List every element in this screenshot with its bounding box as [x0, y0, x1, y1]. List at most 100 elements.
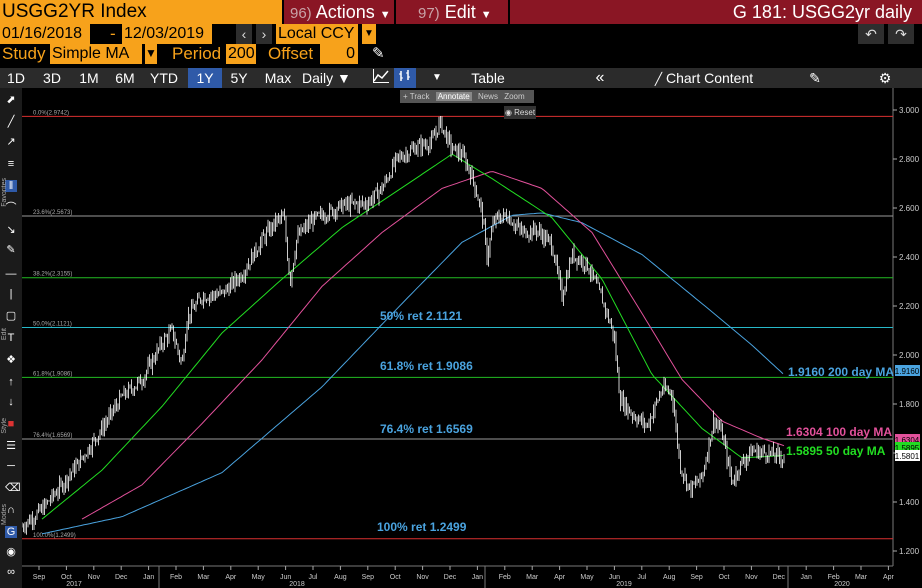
end-date-field[interactable]: 12/03/2019 — [122, 24, 212, 44]
color-swatch-icon[interactable]: ■ — [7, 418, 15, 430]
x-tick-label: Dec — [115, 574, 128, 581]
chart-type-dropdown-icon[interactable]: ▼ — [432, 72, 442, 83]
trend-tool-icon[interactable]: ↗ — [6, 136, 16, 148]
collapse-double-chevron-icon[interactable]: « — [595, 69, 605, 86]
period-3d[interactable]: 3D — [43, 70, 61, 86]
y-tick-label: 1.800 — [899, 400, 920, 409]
y-tick-label: 1.200 — [899, 547, 920, 556]
pen-tool-icon[interactable]: ✎ — [6, 244, 16, 256]
reset-button[interactable]: ◉ Reset — [504, 106, 536, 119]
settings-gear-icon[interactable]: ⚙ — [878, 70, 892, 86]
period-1m[interactable]: 1M — [79, 70, 99, 86]
price-chart[interactable]: 1.2001.4001.6001.8002.0002.2002.4002.600… — [22, 88, 922, 588]
zoom-button[interactable]: Zoom — [504, 92, 525, 101]
last-value-label: 1.9160 — [895, 367, 920, 376]
line-tool-icon[interactable]: ╱ — [7, 116, 15, 128]
track-button[interactable]: Track — [409, 92, 430, 101]
style-side-label: Style — [1, 418, 8, 434]
next-arrow-icon[interactable]: › — [256, 24, 272, 44]
y-tick-label: 2.000 — [899, 351, 920, 360]
news-button[interactable]: News — [477, 92, 498, 101]
actions-dropdown-icon: ▼ — [379, 9, 391, 21]
favorites-side-label: Favorites — [1, 178, 8, 207]
gann-tool-icon[interactable]: ❖ — [6, 354, 16, 366]
x-tick-label: Jul — [637, 574, 646, 581]
x-tick-label: May — [580, 574, 594, 581]
fib-level-label: 50.0%(2.1121) — [33, 322, 72, 328]
ray-tool-icon[interactable]: ↘ — [6, 224, 16, 236]
currency-dropdown-icon[interactable]: ▼ — [362, 24, 376, 44]
down-arrow-tool-icon[interactable]: ↓ — [8, 396, 14, 408]
line-style-icon[interactable]: ☰ — [6, 440, 16, 452]
x-year-label: 2020 — [834, 581, 850, 588]
line-chart-icon[interactable] — [370, 68, 392, 88]
undo-icon[interactable]: ↶ — [858, 24, 884, 44]
offset-label: Offset — [268, 44, 314, 63]
frequency-select[interactable]: Daily ▼ — [302, 68, 360, 88]
x-tick-label: Jun — [280, 574, 291, 581]
x-year-label: 2018 — [289, 581, 305, 588]
arc-tool-icon[interactable]: ⌒ — [5, 202, 17, 214]
last-value-label: 1.5801 — [895, 452, 920, 461]
currency-select[interactable]: Local CCY — [276, 24, 358, 44]
up-arrow-tool-icon[interactable]: ↑ — [8, 376, 14, 388]
x-tick-label: Jan — [801, 574, 812, 581]
x-tick-label: Apr — [883, 574, 895, 581]
camera-icon[interactable]: ◉ — [6, 546, 16, 558]
bar-chart-icon[interactable] — [394, 68, 416, 88]
date-separator: - — [110, 24, 116, 43]
y-tick-label: 2.400 — [899, 253, 920, 262]
ma50-line — [41, 154, 784, 520]
channel-tool-icon[interactable]: ‖ — [5, 180, 17, 192]
study-select[interactable]: Simple MA — [50, 44, 142, 64]
x-tick-label: Apr — [225, 574, 237, 581]
chart-mini-toolbar: + Track Annotate News Zoom — [400, 90, 534, 103]
prev-arrow-icon[interactable]: ‹ — [236, 24, 252, 44]
period-max[interactable]: Max — [264, 70, 292, 86]
fib-tool-icon[interactable]: ≡ — [7, 158, 15, 170]
last-value-pill — [895, 442, 920, 453]
edit-menu[interactable]: 97) Edit ▼ — [396, 0, 508, 24]
thickness-icon[interactable]: ─ — [7, 460, 15, 472]
edit-chart-icon[interactable]: ✎ — [809, 70, 821, 86]
magnet-icon[interactable]: ∩ — [7, 504, 15, 516]
period-6m[interactable]: 6M — [115, 70, 135, 86]
offset-field[interactable]: 0 — [320, 44, 358, 64]
pencil-icon[interactable]: ✎ — [372, 45, 385, 62]
chart-content-button[interactable]: ╱ Chart Content — [640, 68, 768, 88]
x-tick-label: Jan — [472, 574, 483, 581]
rect-tool-icon[interactable]: ▢ — [5, 310, 17, 322]
x-tick-label: Sep — [33, 574, 46, 581]
eraser-icon[interactable]: ⌫ — [5, 482, 21, 494]
period-ytd[interactable]: YTD — [150, 70, 178, 86]
start-date-field[interactable]: 01/16/2018 — [0, 24, 90, 44]
table-button[interactable]: Table — [471, 70, 505, 86]
period-5y[interactable]: 5Y — [230, 70, 248, 86]
actions-label: Actions — [315, 2, 375, 22]
y-axis-area — [893, 88, 922, 588]
ticker-field[interactable]: USGG2YR Index — [0, 0, 282, 24]
text-tool-icon[interactable]: T — [7, 332, 15, 344]
fib-level-label: 76.4%(1.6569) — [33, 433, 72, 439]
mode-g-icon[interactable]: G — [5, 526, 17, 538]
link-icon[interactable]: ∞ — [7, 566, 15, 578]
track-icon[interactable]: + — [403, 92, 408, 101]
period-1d[interactable]: 1D — [7, 70, 25, 86]
frequency-dropdown-icon: ▼ — [337, 70, 351, 86]
x-tick-label: Dec — [773, 574, 786, 581]
x-tick-label: Oct — [719, 574, 730, 581]
x-tick-label: Sep — [690, 574, 703, 581]
redo-icon[interactable]: ↷ — [888, 24, 914, 44]
vline-tool-icon[interactable]: | — [9, 288, 13, 300]
pointer-icon[interactable]: ⬈ — [6, 94, 16, 106]
period-1y[interactable]: 1Y — [188, 68, 222, 88]
y-tick-label: 2.200 — [899, 302, 920, 311]
retracement-annotation: 100% ret 1.2499 — [377, 520, 467, 534]
actions-menu[interactable]: 96) Actions ▼ — [284, 0, 394, 24]
study-dropdown-icon[interactable]: ▼ — [145, 44, 157, 64]
annotate-button[interactable]: Annotate — [435, 92, 472, 101]
period-field[interactable]: 200 — [226, 44, 256, 64]
x-tick-label: Oct — [61, 574, 72, 581]
last-value-pill — [895, 365, 920, 376]
hline-tool-icon[interactable]: — — [5, 268, 17, 280]
